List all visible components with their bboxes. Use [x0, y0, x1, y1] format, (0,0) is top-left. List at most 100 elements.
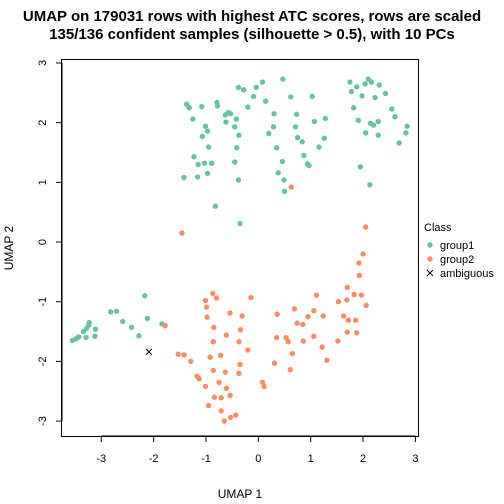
group1-point [232, 159, 238, 165]
group1-point [191, 153, 197, 160]
group2-point [335, 299, 342, 305]
group1-point [253, 84, 259, 91]
legend: Class group1 group2 ambiguous [424, 222, 494, 280]
group2-point [358, 292, 365, 298]
y-axis-label: UMAP 2 [2, 225, 16, 270]
group2-point [344, 329, 351, 335]
group1-point [347, 79, 353, 85]
group1-point [294, 134, 301, 141]
group1-point [142, 293, 148, 299]
chart-title-line-2: 135/136 confident samples (silhouette > … [49, 26, 455, 43]
group1-point [212, 203, 219, 209]
group1-point [237, 220, 243, 227]
group2-point [273, 334, 280, 341]
group2-point [223, 332, 230, 338]
group2-point [218, 395, 224, 401]
group1-point [202, 123, 209, 129]
legend-marker-ambiguous [426, 269, 434, 277]
group2-point [210, 367, 216, 374]
group1-point [279, 158, 286, 165]
group1-point [201, 160, 208, 166]
group1-point [389, 106, 395, 112]
group1-point [288, 94, 294, 100]
group2-point [354, 330, 360, 336]
group1-point [204, 128, 211, 134]
group1-point [382, 90, 389, 97]
group1-point [199, 103, 205, 110]
y-tick-label: 1 [37, 179, 49, 185]
group2-point [207, 354, 213, 360]
group2-point [291, 306, 298, 312]
group1-point [362, 130, 369, 136]
group1-point [280, 76, 286, 82]
plot-frame [61, 59, 419, 437]
group1-point [375, 118, 381, 125]
group1-point [250, 93, 257, 100]
group2-point [294, 320, 300, 326]
group2-point [300, 321, 306, 328]
group1-point [204, 170, 211, 177]
x-tick-label: 3 [412, 453, 418, 465]
group2-point [283, 334, 289, 341]
group2-point [211, 394, 218, 400]
group2-point [356, 260, 362, 266]
group1-point [372, 94, 378, 101]
group2-point [287, 367, 293, 373]
group1-point [348, 88, 355, 95]
group2-point [305, 313, 311, 320]
group1-point [262, 98, 269, 104]
group1-point [205, 144, 212, 150]
data-points [69, 76, 410, 424]
x-tick-label: 0 [255, 453, 261, 465]
group1-point [92, 333, 98, 340]
group2-point [210, 290, 216, 297]
group1-point [69, 337, 76, 344]
group1-point [281, 177, 287, 183]
group1-point [80, 328, 87, 335]
group1-point [223, 119, 229, 125]
group1-point [144, 315, 151, 322]
group1-point [214, 103, 221, 109]
group2-point [227, 414, 234, 421]
group1-point [355, 117, 362, 123]
group2-point [344, 297, 350, 303]
group2-point [179, 230, 185, 236]
group1-point [359, 93, 365, 99]
y-tick-label: 2 [37, 120, 49, 126]
group2-point [271, 360, 278, 366]
group2-point [360, 251, 366, 257]
group1-point [271, 111, 277, 117]
group2-point [324, 357, 330, 363]
group2-point [196, 376, 202, 382]
group2-point [222, 369, 229, 375]
group2-point [223, 385, 230, 391]
group2-point [344, 284, 351, 291]
group2-point [311, 307, 317, 314]
group1-point [293, 111, 300, 118]
group2-point [216, 379, 222, 385]
group1-point [235, 84, 242, 91]
y-tick-label: -2 [37, 357, 49, 367]
group2-point [210, 339, 216, 345]
group1-point [181, 174, 187, 181]
group2-point [181, 352, 187, 358]
group2-point [289, 350, 296, 357]
chart-title-line-1: UMAP on 179031 rows with highest ATC sco… [22, 8, 482, 25]
group2-point [237, 361, 243, 368]
group2-point [300, 338, 307, 344]
group1-point [235, 177, 242, 183]
group1-point [195, 161, 201, 168]
group1-point [350, 105, 357, 111]
group1-point [92, 326, 99, 332]
group1-point [227, 111, 234, 117]
group1-point [301, 152, 307, 159]
x-tick-label: 2 [360, 453, 366, 465]
group1-point [362, 81, 368, 87]
group2-point [259, 379, 266, 385]
group1-point [321, 135, 327, 141]
group1-point [209, 160, 215, 166]
x-tick-label: 1 [308, 453, 314, 465]
group2-point [203, 304, 210, 310]
group1-point [266, 130, 272, 137]
